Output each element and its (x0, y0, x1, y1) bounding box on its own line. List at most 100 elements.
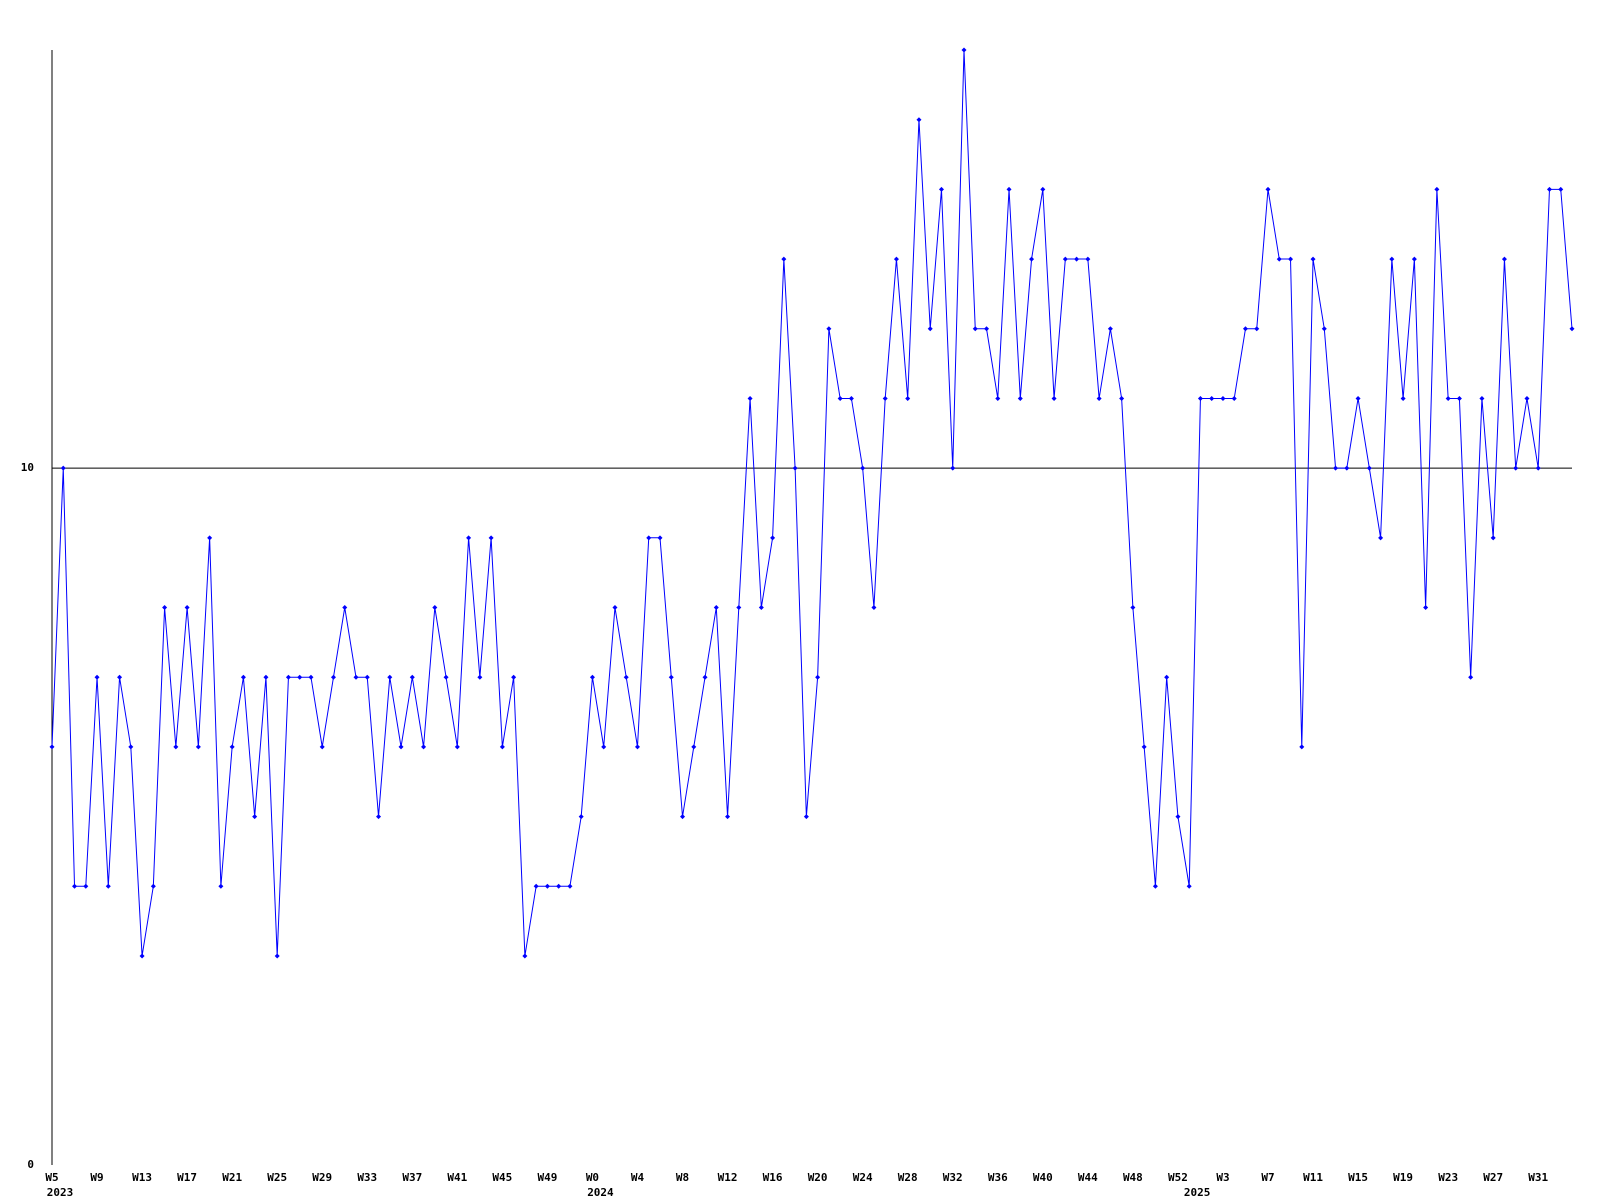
data-point (770, 535, 776, 541)
x-tick-label: W23 (1438, 1171, 1458, 1184)
data-point (330, 674, 336, 680)
data-point (1378, 535, 1384, 541)
data-point (364, 674, 370, 680)
data-point (1546, 186, 1552, 192)
data-point (815, 674, 821, 680)
x-tick-label: W45 (492, 1171, 512, 1184)
data-point (285, 674, 291, 680)
x-tick-label: W3 (1216, 1171, 1229, 1184)
data-point (1310, 256, 1316, 262)
data-point (1085, 256, 1091, 262)
x-tick-label: W21 (222, 1171, 242, 1184)
data-point (995, 395, 1001, 401)
data-point (927, 326, 933, 332)
data-point (376, 814, 382, 820)
data-point (522, 953, 528, 959)
data-point (972, 326, 978, 332)
data-point (1254, 326, 1260, 332)
data-point (803, 814, 809, 820)
data-point (1468, 674, 1474, 680)
x-tick-label: W12 (718, 1171, 738, 1184)
data-point (1366, 465, 1372, 471)
data-point (1445, 395, 1451, 401)
data-point (1321, 326, 1327, 332)
x-tick-label: W49 (537, 1171, 557, 1184)
data-point (229, 744, 235, 750)
data-point (1524, 395, 1530, 401)
data-point (263, 674, 269, 680)
data-point (1130, 605, 1136, 610)
data-point (1558, 186, 1564, 192)
data-point (1355, 395, 1361, 401)
data-point (758, 605, 764, 610)
data-point (736, 605, 742, 610)
data-point (668, 674, 674, 680)
data-point (657, 535, 663, 541)
data-point (1119, 395, 1125, 401)
data-point (466, 535, 472, 541)
x-tick-label: W9 (90, 1171, 103, 1184)
data-point (207, 535, 213, 541)
data-point (139, 953, 145, 959)
x-tick-label: W36 (988, 1171, 1008, 1184)
data-point (747, 395, 753, 401)
data-point (409, 674, 415, 680)
data-point (477, 674, 483, 680)
data-point (184, 605, 190, 610)
data-point (826, 326, 832, 332)
data-point (950, 465, 956, 471)
data-point (72, 883, 78, 889)
x-tick-label: W41 (447, 1171, 467, 1184)
data-point (893, 256, 899, 262)
data-point (1231, 395, 1237, 401)
data-point (342, 605, 348, 610)
data-point (556, 883, 562, 889)
data-point (623, 674, 629, 680)
data-point (533, 883, 539, 889)
data-point (905, 395, 911, 401)
data-point (128, 744, 134, 750)
data-point (398, 744, 404, 750)
x-tick-label: W32 (943, 1171, 963, 1184)
data-point (713, 605, 719, 610)
data-point (150, 883, 156, 889)
data-point (544, 883, 550, 889)
data-point (1175, 814, 1181, 820)
data-point (1535, 465, 1541, 471)
data-point (252, 814, 258, 820)
data-point (634, 744, 640, 750)
data-point (1242, 326, 1248, 332)
data-point (218, 883, 224, 889)
data-point (1344, 465, 1350, 471)
data-point (1029, 256, 1035, 262)
data-point (1411, 256, 1417, 262)
data-point (680, 814, 686, 820)
x-tick-label: W25 (267, 1171, 287, 1184)
data-point (1265, 186, 1271, 192)
data-point (1006, 186, 1012, 192)
x-tick-label: W11 (1303, 1171, 1323, 1184)
data-point (601, 744, 607, 750)
data-point (1333, 465, 1339, 471)
data-point (589, 674, 595, 680)
data-point (792, 465, 798, 471)
data-point (984, 326, 990, 332)
data-point (1276, 256, 1282, 262)
data-point (443, 674, 449, 680)
data-point (49, 744, 55, 750)
data-point (195, 744, 201, 750)
x-tick-label: W24 (853, 1171, 873, 1184)
x-tick-label: W0 (586, 1171, 599, 1184)
x-tick-label: W15 (1348, 1171, 1368, 1184)
data-point (1107, 326, 1113, 332)
data-point (499, 744, 505, 750)
x-year-label: 2025 (1184, 1186, 1211, 1199)
data-point (567, 883, 573, 889)
x-tick-label: W31 (1528, 1171, 1548, 1184)
x-tick-label: W44 (1078, 1171, 1098, 1184)
x-tick-label: W33 (357, 1171, 377, 1184)
data-point (1423, 605, 1429, 610)
data-point (781, 256, 787, 262)
data-point (1197, 395, 1203, 401)
